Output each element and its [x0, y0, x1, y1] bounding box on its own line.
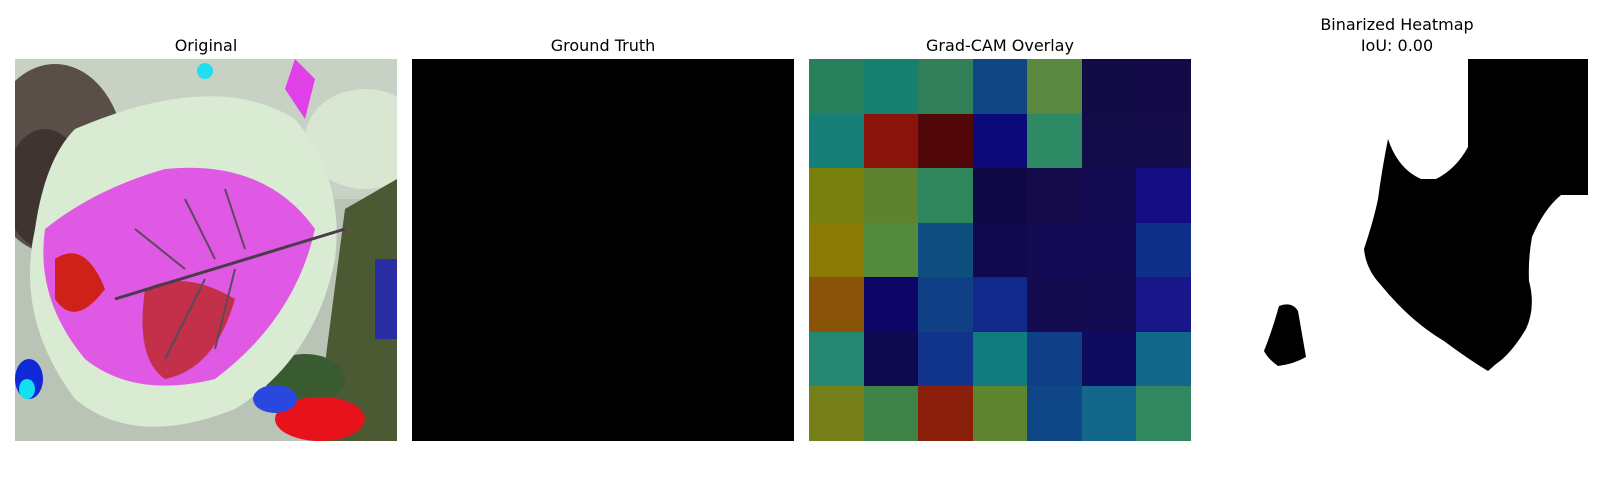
- heat-cell-6-6: [1136, 386, 1191, 441]
- heat-cell-5-1: [863, 331, 919, 387]
- ground-truth-mask: [412, 59, 794, 441]
- heat-cell-5-3: [972, 331, 1028, 387]
- heat-cell-0-5: [1081, 59, 1137, 114]
- heat-cell-2-4: [1027, 168, 1082, 223]
- heat-cell-2-0: [809, 168, 864, 223]
- heat-cell-6-2: [918, 386, 973, 441]
- heat-cell-5-2: [918, 331, 973, 387]
- heat-cell-2-6: [1136, 168, 1191, 223]
- heat-cell-2-5: [1081, 168, 1137, 223]
- original-image: [15, 59, 397, 441]
- heat-cell-3-4: [1027, 222, 1082, 278]
- panel-binarized: Binarized Heatmap IoU: 0.00: [1206, 0, 1588, 500]
- heat-cell-5-4: [1027, 331, 1082, 387]
- heat-cell-4-4: [1027, 277, 1082, 332]
- heat-cell-5-0: [809, 331, 864, 387]
- heat-cell-3-6: [1136, 222, 1191, 278]
- heat-cell-0-4: [1027, 59, 1082, 114]
- heat-cell-4-3: [972, 277, 1028, 332]
- heat-cell-0-6: [1136, 59, 1191, 114]
- heat-cell-6-4: [1027, 386, 1082, 441]
- heat-cell-3-5: [1081, 222, 1137, 278]
- heat-cell-1-3: [972, 113, 1028, 169]
- panel-gradcam: Grad-CAM Overlay: [809, 0, 1191, 500]
- ground-truth-title: Ground Truth: [550, 36, 656, 55]
- heat-cell-1-1: [863, 113, 919, 169]
- gradcam-title: Grad-CAM Overlay: [926, 36, 1074, 55]
- gradcam-overlay-image: [809, 59, 1191, 441]
- heat-cell-1-2: [918, 113, 973, 169]
- panel-original: Original: [15, 0, 397, 500]
- heat-cell-2-2: [918, 168, 973, 223]
- heat-cell-2-3: [972, 168, 1028, 223]
- heat-cell-4-2: [918, 277, 973, 332]
- heat-cell-0-2: [918, 59, 973, 114]
- gradcam-heat-grid: [809, 59, 1191, 441]
- heat-cell-6-5: [1081, 386, 1137, 441]
- original-title: Original: [174, 36, 238, 55]
- heat-cell-0-1: [863, 59, 919, 114]
- heat-cell-6-3: [972, 386, 1028, 441]
- heat-cell-3-1: [863, 222, 919, 278]
- heat-cell-1-5: [1081, 113, 1137, 169]
- panel-ground-truth: Ground Truth: [412, 0, 794, 500]
- heat-cell-2-1: [863, 168, 919, 223]
- heat-cell-4-0: [809, 277, 864, 332]
- iou-label: IoU: 0.00: [1360, 36, 1434, 55]
- heat-cell-6-0: [809, 386, 864, 441]
- heat-cell-0-0: [809, 59, 864, 114]
- heat-cell-5-5: [1081, 331, 1137, 387]
- heat-cell-3-2: [918, 222, 973, 278]
- binarized-heatmap-image: [1206, 59, 1588, 441]
- heat-cell-1-4: [1027, 113, 1082, 169]
- heat-cell-4-5: [1081, 277, 1137, 332]
- heat-cell-5-6: [1136, 331, 1191, 387]
- heat-cell-3-3: [972, 222, 1028, 278]
- binarized-title: Binarized Heatmap: [1320, 15, 1474, 34]
- heat-cell-1-6: [1136, 113, 1191, 169]
- heat-cell-6-1: [863, 386, 919, 441]
- heat-cell-4-6: [1136, 277, 1191, 332]
- heat-cell-3-0: [809, 222, 864, 278]
- heat-cell-4-1: [863, 277, 919, 332]
- heat-cell-1-0: [809, 113, 864, 169]
- heat-cell-0-3: [972, 59, 1028, 114]
